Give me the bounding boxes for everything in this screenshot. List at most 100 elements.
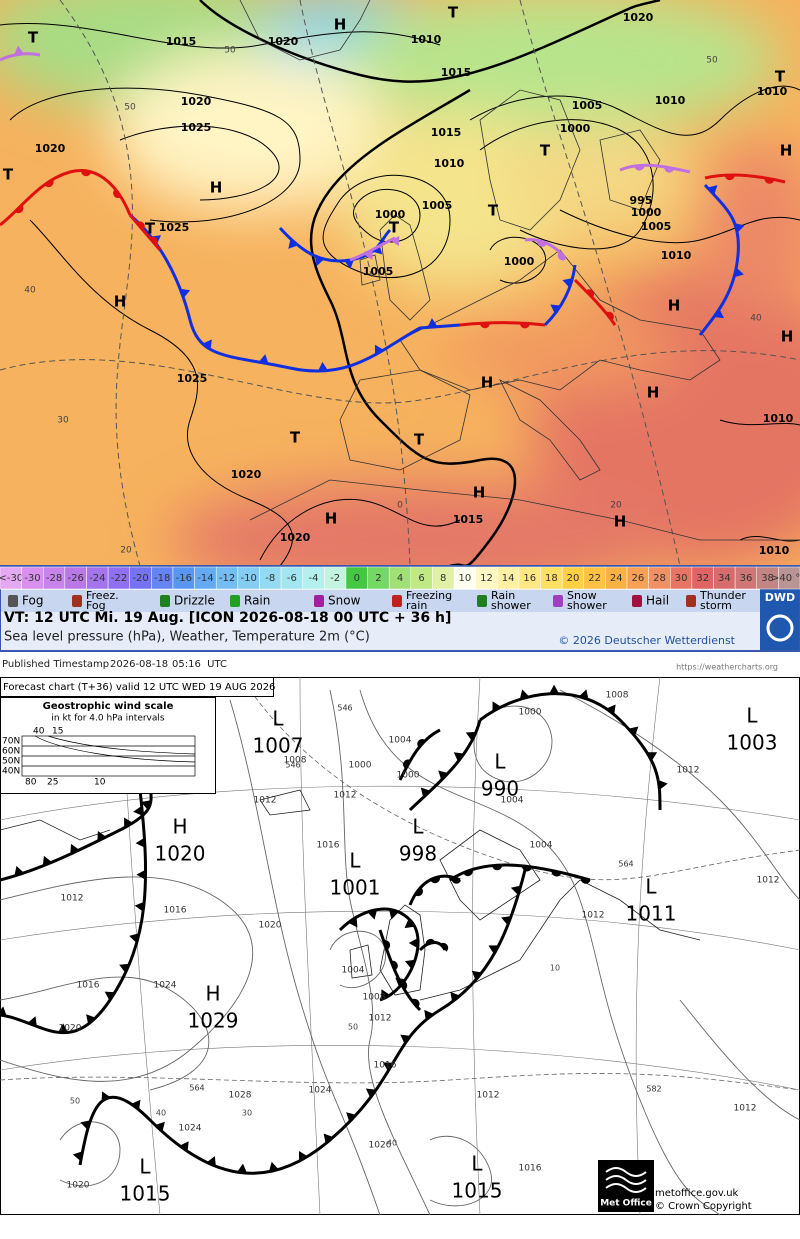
isobar-label: 1010 xyxy=(661,249,692,262)
pressure-center: H xyxy=(334,16,347,34)
center-letter: L xyxy=(471,1152,483,1176)
isobar xyxy=(719,419,800,426)
front-symbol xyxy=(492,865,503,871)
pressure-center: T xyxy=(448,4,459,22)
isobar-label: 1015 xyxy=(166,35,197,48)
front-symbol xyxy=(479,322,490,329)
isobars xyxy=(0,23,800,566)
isobar-label: 1016 xyxy=(164,906,187,916)
front-symbol xyxy=(237,1163,248,1174)
published-date: 2026-08-18 xyxy=(110,659,168,670)
front-symbol xyxy=(646,752,658,762)
front-symbol xyxy=(42,855,52,866)
front-line xyxy=(0,789,148,1035)
front-line xyxy=(128,214,162,251)
front-symbol xyxy=(400,1034,411,1044)
copyright: © Crown Copyright xyxy=(655,1201,752,1212)
front-symbol xyxy=(427,318,438,328)
thick-isobars xyxy=(199,0,661,566)
front-symbol xyxy=(298,1150,308,1162)
front-symbol xyxy=(348,917,358,928)
weather-legend-bg xyxy=(1,590,760,612)
front-symbol xyxy=(551,870,562,877)
front-symbol xyxy=(430,876,441,884)
wind-scale-label: 10 xyxy=(94,778,106,788)
scale-label: -20 xyxy=(132,573,148,584)
isobar xyxy=(119,125,280,201)
forecast-title: Forecast chart (T+36) valid 12 UTC WED 1… xyxy=(3,682,275,693)
isobar-label: 1004 xyxy=(342,966,365,976)
isobar-label: 1020 xyxy=(280,531,311,544)
front-symbol xyxy=(288,238,298,249)
front-symbol xyxy=(605,311,614,321)
center-pressure: 1011 xyxy=(626,902,677,926)
front-line xyxy=(449,863,591,882)
scale-label: -4 xyxy=(309,573,319,584)
minor-label: 50 xyxy=(348,1023,358,1032)
scale-label: 38 xyxy=(761,573,774,584)
front-symbol xyxy=(14,865,24,876)
center-letter: L xyxy=(272,707,284,731)
front-line xyxy=(398,728,441,781)
front-line xyxy=(378,929,422,1012)
front-symbol xyxy=(86,1014,96,1025)
front-symbol xyxy=(258,354,269,364)
scale-label: >40 °C xyxy=(771,573,800,584)
thickness-label: 546 xyxy=(285,761,300,770)
isobar-label: 1000 xyxy=(504,255,535,268)
scale-label: -12 xyxy=(219,573,235,584)
front-symbol xyxy=(606,704,616,715)
isobar-label: 1008 xyxy=(606,691,629,701)
legend-symbol xyxy=(8,595,18,607)
pressure-center: T xyxy=(775,68,786,86)
center-letter: L xyxy=(645,875,657,899)
isobar-label: 1012 xyxy=(369,1014,392,1024)
front-symbol xyxy=(453,752,464,762)
scale-label: 30 xyxy=(675,573,688,584)
front-symbol xyxy=(104,991,115,1001)
wind-scale-label: 40 xyxy=(33,727,45,737)
front-symbol xyxy=(206,1156,216,1167)
front-symbol xyxy=(14,45,25,56)
scale-label: -14 xyxy=(197,573,213,584)
legend-label: Snow xyxy=(328,594,361,608)
isobar xyxy=(309,88,517,566)
isobar-label: 1010 xyxy=(759,544,790,557)
isobar-label: 995 xyxy=(630,194,653,207)
front-symbol xyxy=(14,204,24,214)
isobar-label: 1000 xyxy=(631,206,662,219)
isobar-label: 1008 xyxy=(363,993,386,1003)
isobars xyxy=(0,689,800,1216)
scale-label: 24 xyxy=(610,573,623,584)
latitude-label: 50N xyxy=(2,757,20,767)
isobar-label: 1010 xyxy=(655,94,686,107)
scale-label: -26 xyxy=(68,573,84,584)
isobar xyxy=(9,87,301,223)
front-symbol xyxy=(155,1121,165,1132)
legend-label: Drizzle xyxy=(174,594,215,608)
scale-label: 4 xyxy=(397,573,403,584)
isobar-label: 1020 xyxy=(259,921,282,931)
isobar-label: 1000 xyxy=(349,761,372,771)
front-symbol xyxy=(463,869,473,877)
front-symbol xyxy=(519,689,530,700)
front-symbol xyxy=(557,251,567,261)
front-symbol xyxy=(140,800,152,810)
front-symbol xyxy=(537,240,547,247)
front-symbol xyxy=(346,1112,357,1123)
description: Sea level pressure (hPa), Weather, Tempe… xyxy=(4,630,370,645)
front-symbol xyxy=(550,304,561,314)
front-symbol xyxy=(580,877,591,884)
front-symbol xyxy=(634,165,645,171)
isobar-label: 1025 xyxy=(159,221,190,234)
front-line xyxy=(129,213,461,373)
copyright: © 2026 Deutscher Wetterdienst xyxy=(558,634,735,647)
center-letter: H xyxy=(172,815,187,839)
isobar-label: 1010 xyxy=(757,85,788,98)
front-symbol xyxy=(411,998,420,1008)
front-symbol xyxy=(344,259,355,269)
isobar-label: 1016 xyxy=(77,981,100,991)
pressure-center: H xyxy=(481,374,494,392)
pressure-center: T xyxy=(28,29,39,47)
graticule xyxy=(0,676,800,1216)
